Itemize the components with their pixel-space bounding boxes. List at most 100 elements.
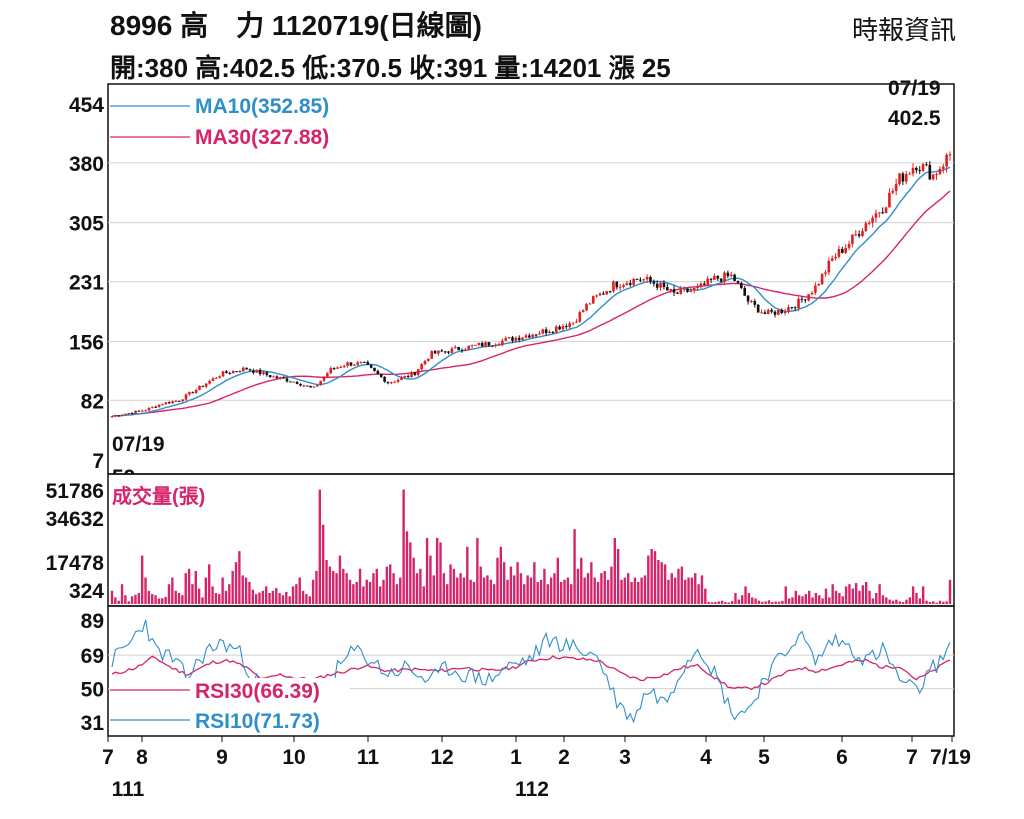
candle-body [157,404,161,408]
ohlc-summary: 開:380 高:402.5 低:370.5 收:391 量:14201 漲 25 [110,53,671,83]
candle-body [554,326,558,332]
candle-body [918,170,922,172]
volume-bar [868,590,871,604]
candle-body [733,274,736,281]
ma10-legend-label: MA10(352.85) [195,95,329,118]
volume-bar [352,584,355,604]
volume-bar [942,601,945,604]
volume-bar [127,601,130,604]
volume-bar [533,562,536,604]
candle-body [144,410,147,412]
candle-body [689,290,693,292]
volume-bar [161,598,164,604]
candle-body [605,291,609,295]
price-y-tick: 156 [69,331,104,354]
candle-body [894,184,898,191]
candle-body [719,278,723,282]
volume-bar [590,562,593,604]
candle-body [750,301,753,303]
candle-body [278,377,282,379]
candle-body [588,303,592,305]
volume-bar [603,570,606,604]
volume-y-tick: 34632 [46,508,104,531]
candle-body [847,243,851,248]
candle-body [178,400,181,402]
x-month-label: 8 [136,746,148,769]
candle-body [608,291,612,293]
volume-bar [529,577,533,604]
candle-body [531,334,534,338]
candle-body [585,304,588,311]
candle-body [339,367,343,369]
candle-body [215,377,218,379]
candle-body [746,295,750,302]
volume-bar [224,590,228,604]
ma30-legend-label: MA30(327.88) [195,126,329,149]
volume-bar [814,592,818,604]
candle-body [793,307,797,309]
volume-bar [861,585,865,604]
volume-bar [425,537,429,604]
volume-bar [737,599,741,604]
candle-body [164,402,168,405]
candle-body [884,207,888,214]
candle-body [810,292,814,295]
rsi-legend-bg [110,678,350,734]
candle-body [443,351,447,353]
volume-bar [385,566,389,604]
candle-body [289,381,292,383]
volume-bar [244,577,248,604]
x-month-label: 7/19 [930,746,971,769]
volume-bar [613,537,616,604]
volume-bar [925,600,928,604]
candle-body [864,223,868,232]
volume-bar [727,602,730,604]
volume-bar [295,584,298,604]
candle-body [618,286,622,288]
candle-body [888,192,891,208]
volume-bar [191,584,194,604]
rsi30-line [111,655,951,691]
volume-bar [707,601,710,604]
volume-bar [878,584,881,604]
volume-bar [362,586,365,604]
candle-body [911,167,915,174]
volume-bar [808,590,811,604]
low-value-label: 59 [112,466,135,489]
candle-body [265,372,269,376]
volume-bar [911,586,915,604]
volume-bar [680,566,684,604]
candle-body [255,369,259,373]
candle-body [797,298,800,309]
candle-body [578,312,582,322]
candle-body [534,334,538,336]
candle-body [676,292,679,294]
volume-bar [234,562,238,604]
candle-body [120,414,124,416]
volume-bar [241,575,244,604]
candle-body [837,249,841,257]
volume-bar [456,577,459,604]
candle-body [645,277,649,280]
candle-body [457,347,460,351]
volume-bar [606,579,610,604]
volume-bar [918,598,922,604]
volume-bar [285,591,288,604]
candle-body [379,373,383,377]
volume-bar [888,599,891,604]
volume-bar [623,577,627,604]
volume-bar [154,595,157,604]
rsi-y-tick: 89 [81,610,104,633]
volume-bar [342,568,345,604]
volume-bar [275,588,278,604]
volume-bar [858,590,861,604]
candle-body [568,323,572,328]
volume-bar [462,577,466,604]
volume-bar [120,584,124,604]
price-y-tick: 305 [69,213,104,236]
volume-bar [513,575,516,604]
candle-body [437,350,440,354]
volume-bar [714,602,717,604]
candle-body [595,295,598,297]
candle-body [309,385,312,388]
